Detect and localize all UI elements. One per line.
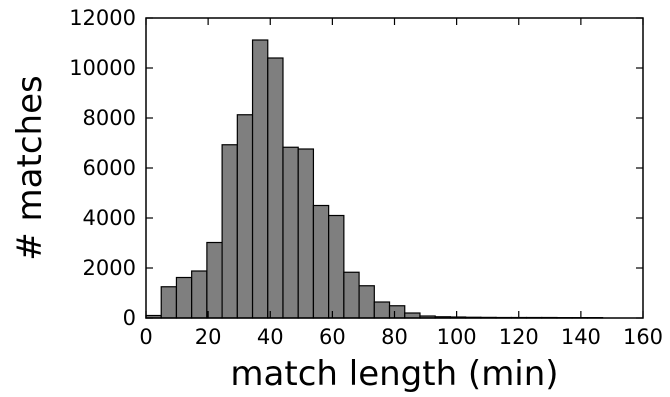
x-axis-label: match length (min) <box>230 354 558 394</box>
histogram-bars <box>145 39 604 319</box>
x-tick-label-2: 40 <box>257 325 284 349</box>
x-tick-label-8: 160 <box>623 325 663 349</box>
axis-ticks <box>145 17 644 319</box>
x-tick-label-0: 0 <box>139 325 152 349</box>
y-tick-label-0: 0 <box>123 306 136 330</box>
histogram-bar-15 <box>373 301 391 319</box>
histogram-bar-14 <box>358 285 375 319</box>
x-tick-labels: 0 20 40 60 80 100 120 140 160 <box>139 325 663 349</box>
histogram-bar-3 <box>191 270 208 319</box>
histogram-bar-5 <box>221 144 238 319</box>
x-tick-label-1: 20 <box>195 325 222 349</box>
histogram-bar-11 <box>312 204 330 319</box>
y-tick-label-1: 2000 <box>83 256 136 280</box>
histogram-bar-16 <box>388 305 406 319</box>
histogram-bar-12 <box>328 214 345 319</box>
histogram-bar-8 <box>267 57 284 319</box>
y-tick-label-5: 10000 <box>69 56 136 80</box>
histogram-bar-1 <box>160 286 178 319</box>
histogram-bar-13 <box>343 271 360 319</box>
y-tick-label-2: 4000 <box>83 206 136 230</box>
y-tick-labels: 0 2000 4000 6000 8000 10000 12000 <box>69 6 136 330</box>
y-tick-label-3: 6000 <box>83 156 136 180</box>
y-tick-label-4: 8000 <box>83 106 136 130</box>
y-tick-label-6: 12000 <box>69 6 136 30</box>
x-tick-label-6: 120 <box>499 325 539 349</box>
histogram-bar-7 <box>251 39 269 319</box>
x-tick-label-7: 140 <box>561 325 601 349</box>
histogram-bar-9 <box>282 146 299 319</box>
histogram-bar-6 <box>236 114 254 319</box>
y-axis-label: # matches <box>10 75 50 260</box>
x-tick-label-3: 60 <box>319 325 346 349</box>
histogram-bar-2 <box>175 276 193 319</box>
histogram-bar-10 <box>297 148 315 319</box>
x-tick-label-5: 100 <box>437 325 477 349</box>
histogram-bar-4 <box>206 241 223 319</box>
x-tick-label-4: 80 <box>381 325 408 349</box>
